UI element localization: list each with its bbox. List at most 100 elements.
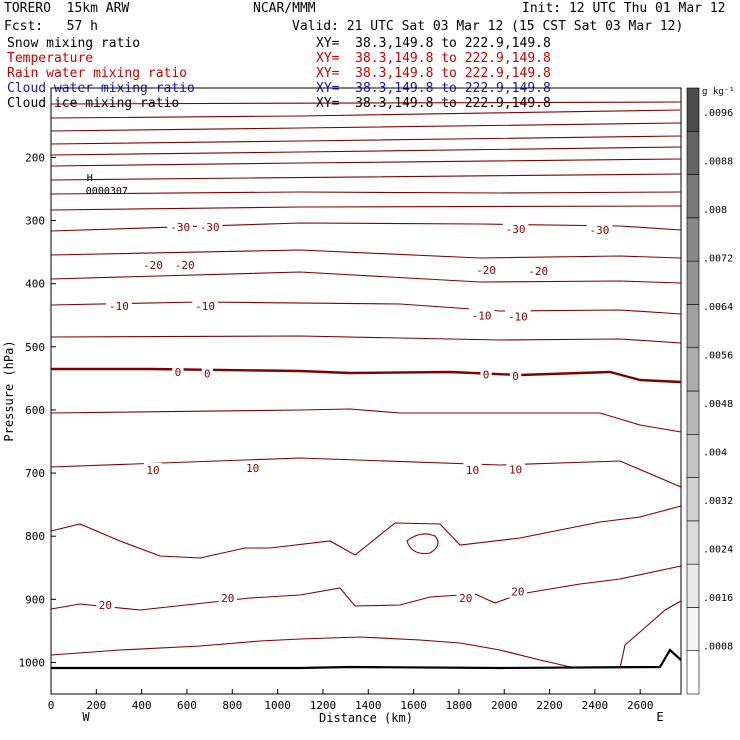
isotherm-label: -20 [476, 264, 496, 277]
isotherm-line [50, 222, 682, 232]
legend-snow-xy: XY= 38.3,149.8 to 222.9,149.8 [316, 36, 551, 51]
y-tick-label: 600 [25, 404, 45, 417]
colorbar-swatch [686, 217, 700, 262]
colorbar-tick-label: .0088 [703, 157, 733, 168]
isotherm-line [406, 533, 439, 555]
isotherm-label: 10 [246, 462, 259, 475]
x-tick-label: 0 [48, 699, 55, 712]
legend-cloud-water-label: Cloud water mixing ratio [7, 81, 195, 96]
isotherm-line [50, 408, 682, 433]
isotherm-label-bg [480, 367, 492, 381]
west-label: W [82, 710, 90, 724]
legend-temperature-label: Temperature [7, 51, 94, 66]
x-tick-label: 2200 [536, 699, 563, 712]
isotherm-line [619, 600, 682, 669]
isotherm-label-bg [508, 584, 528, 598]
isotherm-line [50, 173, 682, 181]
isotherm-label-bg [106, 298, 132, 312]
x-tick-label: 200 [86, 699, 106, 712]
y-tick-label: 800 [25, 530, 45, 543]
x-tick-label: 600 [177, 699, 197, 712]
isotherm-label: 0 [204, 367, 211, 380]
legend-rain-label: Rain water mixing ratio [7, 66, 188, 81]
colorbar-swatch [686, 390, 700, 435]
isotherm-line [50, 457, 682, 488]
colorbar-tick-label: .0056 [703, 351, 733, 362]
x-tick-label: 400 [132, 699, 152, 712]
y-tick-label: 400 [25, 278, 45, 291]
isotherm-label-bg [201, 366, 213, 380]
model-title: TORERO 15km ARW [4, 1, 130, 16]
isotherm-label: -10 [508, 311, 528, 324]
isotherm-label-bg [196, 219, 223, 233]
y-tick-label: 300 [25, 215, 45, 228]
isotherm-label-bg [586, 223, 613, 237]
legend-rain-xy: XY= 38.3,149.8 to 222.9,149.8 [316, 66, 551, 81]
x-tick-label: 1600 [400, 699, 427, 712]
isotherm-line [50, 191, 682, 195]
isotherm-label-bg [509, 368, 522, 382]
isotherm-label: -30 [506, 223, 526, 236]
colorbar-swatch [686, 304, 700, 349]
isotherm-label-bg [525, 264, 552, 278]
isotherm-lines [50, 101, 682, 669]
y-tick-label: 500 [25, 341, 45, 354]
isotherm-label: 20 [459, 592, 472, 605]
isotherm-line [51, 367, 682, 384]
colorbar-swatch [686, 260, 700, 305]
x-tick-label: 1800 [446, 699, 473, 712]
isotherm-label-bg [502, 221, 529, 235]
colorbar-tick-label: .0008 [703, 642, 733, 653]
isotherm-label-bg [505, 309, 531, 323]
forecast-hour: Fcst: 57 h [4, 19, 98, 34]
colorbar-tick-label: .0024 [703, 545, 733, 556]
isotherm-label: 10 [146, 464, 159, 477]
x-axis-title: Distance (km) [319, 711, 413, 725]
colorbar-swatch [686, 607, 700, 652]
isotherm-label-bg [243, 461, 262, 475]
colorbar-tick-label: .0048 [703, 399, 733, 410]
colorbar-swatch [686, 174, 700, 219]
isotherm-line [50, 205, 682, 211]
colorbar-unit: g kg⁻¹ [702, 87, 735, 97]
isotherm-line [50, 636, 576, 669]
isotherm-label-bg [218, 591, 237, 605]
plot-frame [50, 87, 682, 695]
colorbar-tick-label: .0016 [703, 593, 733, 604]
isotherm-label-bg [468, 308, 495, 322]
max-marker-value: 0000307 [86, 186, 128, 197]
isotherm-label-bg [143, 462, 163, 476]
isotherm-line [50, 135, 682, 145]
colorbar-tick-label: .0032 [703, 496, 733, 507]
isotherm-label: -20 [528, 265, 548, 278]
isotherm-label-bg [463, 462, 482, 476]
colorbar-swatch [686, 433, 700, 478]
legend-temperature-xy: XY= 38.3,149.8 to 222.9,149.8 [316, 51, 551, 66]
x-tick-label: 1400 [355, 699, 382, 712]
x-tick-label: 2400 [582, 699, 609, 712]
isotherm-label: 0 [483, 369, 490, 382]
legend-snow-label: Snow mixing ratio [7, 36, 141, 51]
x-tick-label: 800 [222, 699, 242, 712]
isotherm-label: 20 [511, 586, 524, 599]
isotherm-label-bg [172, 365, 184, 379]
isotherm-line [50, 271, 682, 284]
x-tick-label: 2000 [491, 699, 518, 712]
isotherm-label: -10 [195, 300, 215, 313]
colorbar-swatch [686, 520, 700, 565]
isotherm-label-bg [506, 462, 525, 476]
y-tick-label: 700 [25, 467, 45, 480]
legend-cloud-ice-xy: XY= 38.3,149.8 to 222.9,149.8 [316, 96, 551, 111]
x-tick-label: 1200 [310, 699, 337, 712]
isotherm-label: -10 [109, 300, 129, 313]
x-tick-label: 2600 [627, 699, 654, 712]
isotherm-label: -10 [472, 309, 492, 322]
isotherm-label: 20 [99, 599, 112, 612]
isotherm-label: 0 [512, 370, 519, 383]
isotherm-label: 10 [509, 463, 522, 476]
isotherm-label: 0 [175, 366, 182, 379]
isotherm-label: -20 [143, 259, 163, 272]
colorbar-tick-label: .008 [703, 205, 727, 216]
colorbar-swatch [686, 130, 700, 175]
